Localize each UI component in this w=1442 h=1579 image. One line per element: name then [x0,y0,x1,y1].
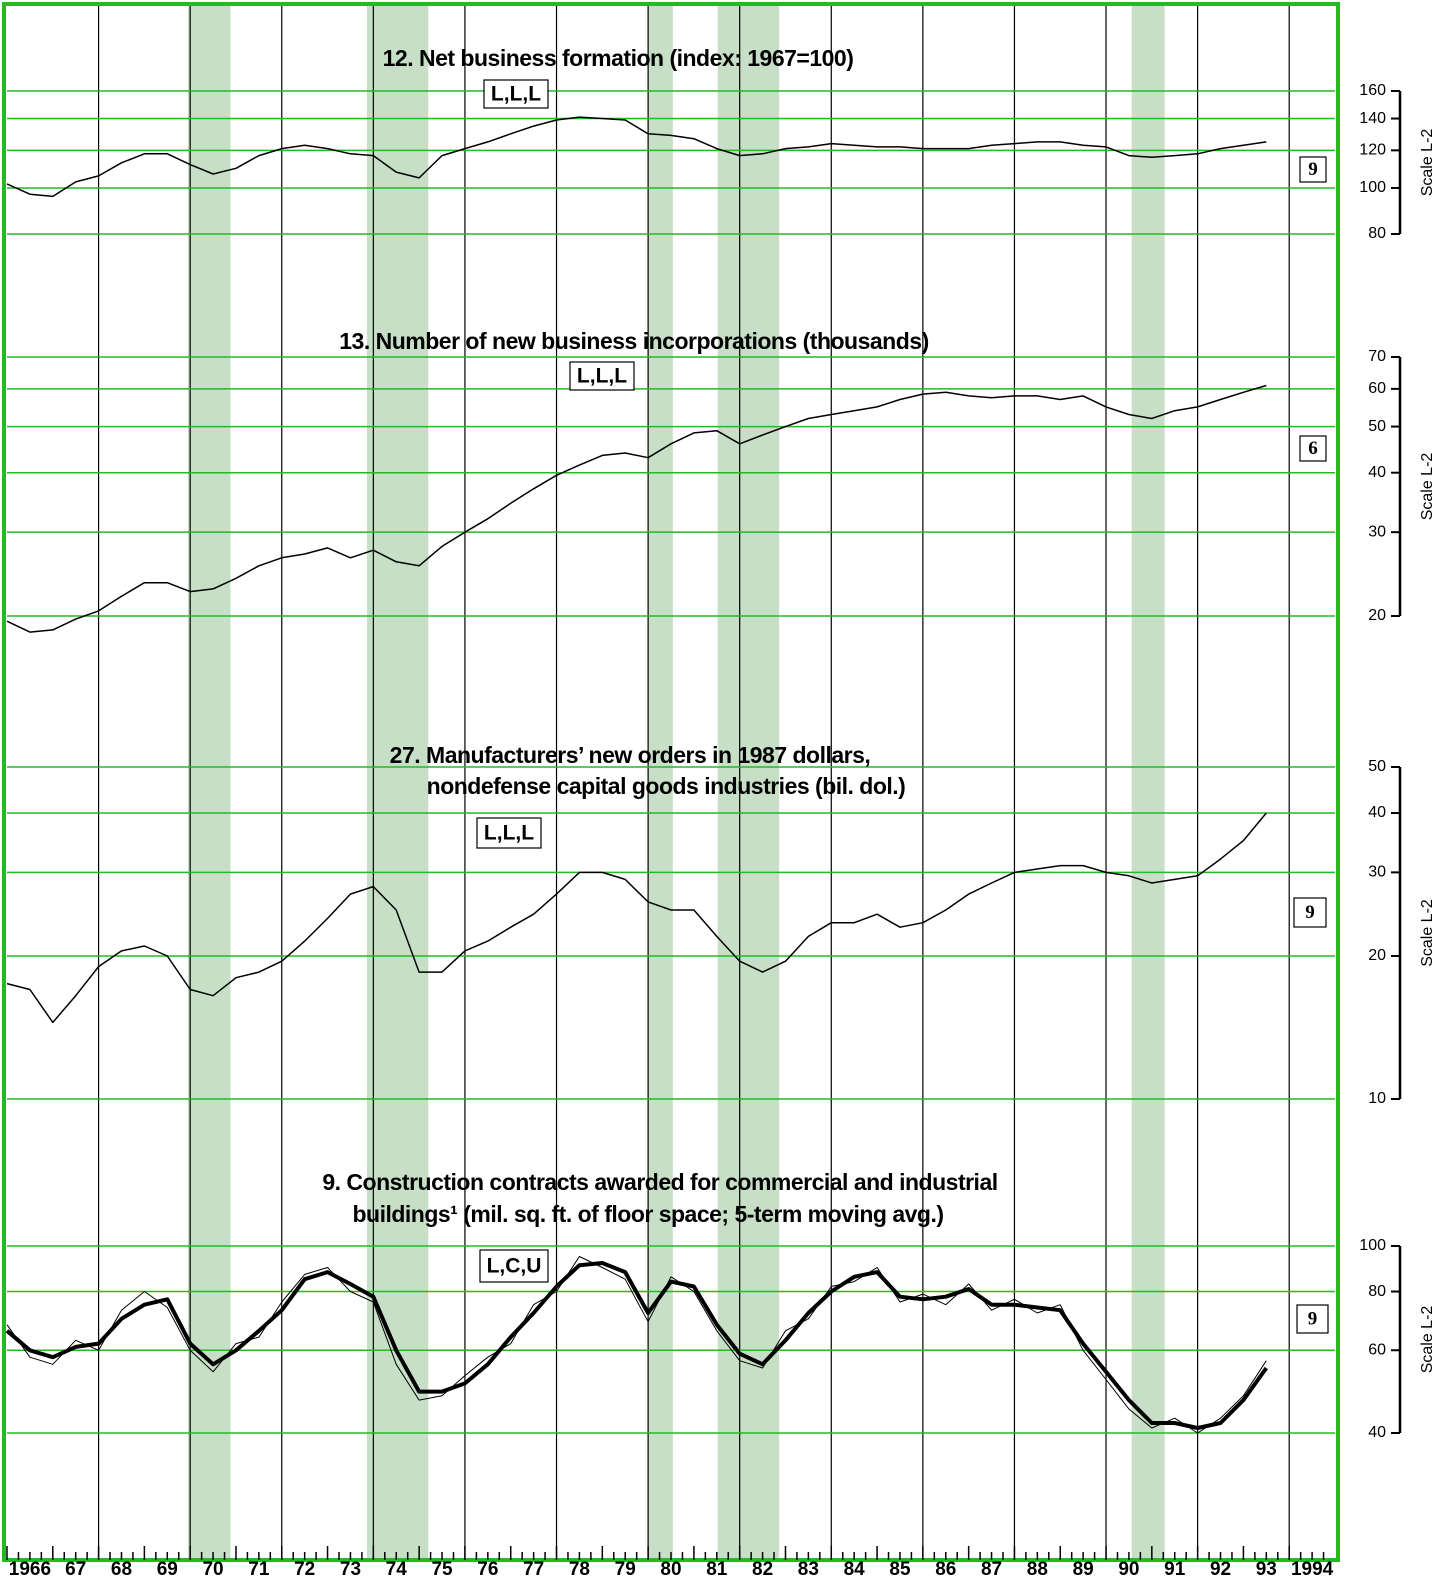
x-tick-label: 82 [752,1559,773,1579]
y-tick-label: 20 [1368,947,1386,964]
y-tick-label: 50 [1368,418,1386,435]
x-tick-label: 92 [1210,1559,1231,1579]
lead-label: 6 [1308,438,1318,459]
y-tick-label: 80 [1368,225,1386,242]
panel-title: nondefense capital goods industries (bil… [427,773,906,799]
code-label: L,L,L [577,365,627,388]
y-tick-label: 10 [1368,1090,1386,1107]
x-tick-label: 89 [1073,1559,1094,1579]
shaded-period [717,4,780,1560]
data-line [6,1256,1267,1434]
shaded-period [366,4,429,1560]
y-tick-label: 40 [1368,804,1386,821]
y-tick-label: 70 [1368,348,1386,365]
code-label: L,L,L [491,83,541,106]
shaded-period [648,4,673,1560]
panel-title: 13. Number of new business incorporation… [339,328,928,354]
y-tick-label: 30 [1368,864,1386,881]
x-tick-label: 85 [889,1559,911,1579]
y-tick-label: 40 [1368,464,1386,481]
x-tick-label: 88 [1027,1559,1048,1579]
data-line [6,116,1267,198]
x-tick-label: 69 [157,1559,178,1579]
x-tick-label: 70 [202,1559,223,1579]
lead-label: 9 [1308,159,1318,180]
lead-box [1293,897,1327,928]
scale-label: Scale L-2 [1419,129,1436,197]
code-box [479,1249,549,1283]
y-tick-label: 40 [1368,1424,1386,1441]
y-tick-label: 20 [1368,607,1386,624]
x-tick-label: 73 [340,1559,361,1579]
x-tick-label: 84 [844,1559,866,1579]
x-tick-label: 68 [111,1559,132,1579]
x-tick-label: 78 [569,1559,590,1579]
x-tick-label: 67 [65,1559,86,1579]
x-tick-label: 77 [523,1559,544,1579]
panel-title: 12. Net business formation (index: 1967=… [383,45,854,71]
shaded-period [187,4,231,1560]
x-tick-label: 86 [935,1559,956,1579]
code-label: L,L,L [484,822,534,845]
lead-label: 9 [1308,1308,1318,1329]
x-tick-label: 91 [1164,1559,1186,1579]
x-tick-label: 1994 [1291,1559,1334,1579]
shaded-period [1131,4,1165,1560]
x-tick-label: 74 [386,1559,408,1579]
lead-box [1296,1304,1329,1334]
data-line [6,812,1267,1024]
x-tick-label: 80 [660,1559,681,1579]
x-tick-label: 1966 [9,1559,51,1579]
y-tick-label: 100 [1359,179,1386,196]
data-line [6,384,1267,633]
y-tick-label: 60 [1368,1341,1386,1358]
x-tick-label: 83 [798,1559,819,1579]
code-box [569,361,635,391]
y-tick-label: 80 [1368,1283,1386,1300]
panel-title: buildings¹ (mil. sq. ft. of floor space;… [352,1201,943,1227]
y-tick-label: 100 [1359,1237,1386,1254]
scale-label: Scale L-2 [1419,1306,1436,1374]
y-tick-label: 30 [1368,523,1386,540]
panel-title: 9. Construction contracts awarded for co… [322,1169,997,1195]
scale-label: Scale L-2 [1419,453,1436,521]
x-tick-label: 93 [1256,1559,1277,1579]
x-tick-label: 79 [615,1559,636,1579]
x-tick-label: 87 [981,1559,1002,1579]
y-tick-label: 120 [1359,142,1386,159]
x-tick-label: 71 [248,1559,270,1579]
x-tick-label: 76 [477,1559,498,1579]
data-line [5,1261,1268,1430]
y-tick-label: 60 [1368,380,1386,397]
y-tick-label: 50 [1368,758,1386,775]
x-tick-label: 81 [706,1559,728,1579]
y-tick-label: 160 [1359,82,1386,99]
panel-title: 27. Manufacturers’ new orders in 1987 do… [390,742,871,768]
y-tick-label: 140 [1359,110,1386,127]
lead-box [1299,435,1327,462]
scale-label: Scale L-2 [1419,899,1436,967]
code-box [476,817,542,849]
x-tick-label: 75 [431,1559,453,1579]
lead-label: 9 [1305,902,1315,923]
code-label: L,C,U [487,1255,542,1278]
code-box [483,79,549,109]
x-tick-label: 72 [294,1559,315,1579]
x-tick-label: 90 [1118,1559,1139,1579]
lead-box [1299,156,1327,183]
